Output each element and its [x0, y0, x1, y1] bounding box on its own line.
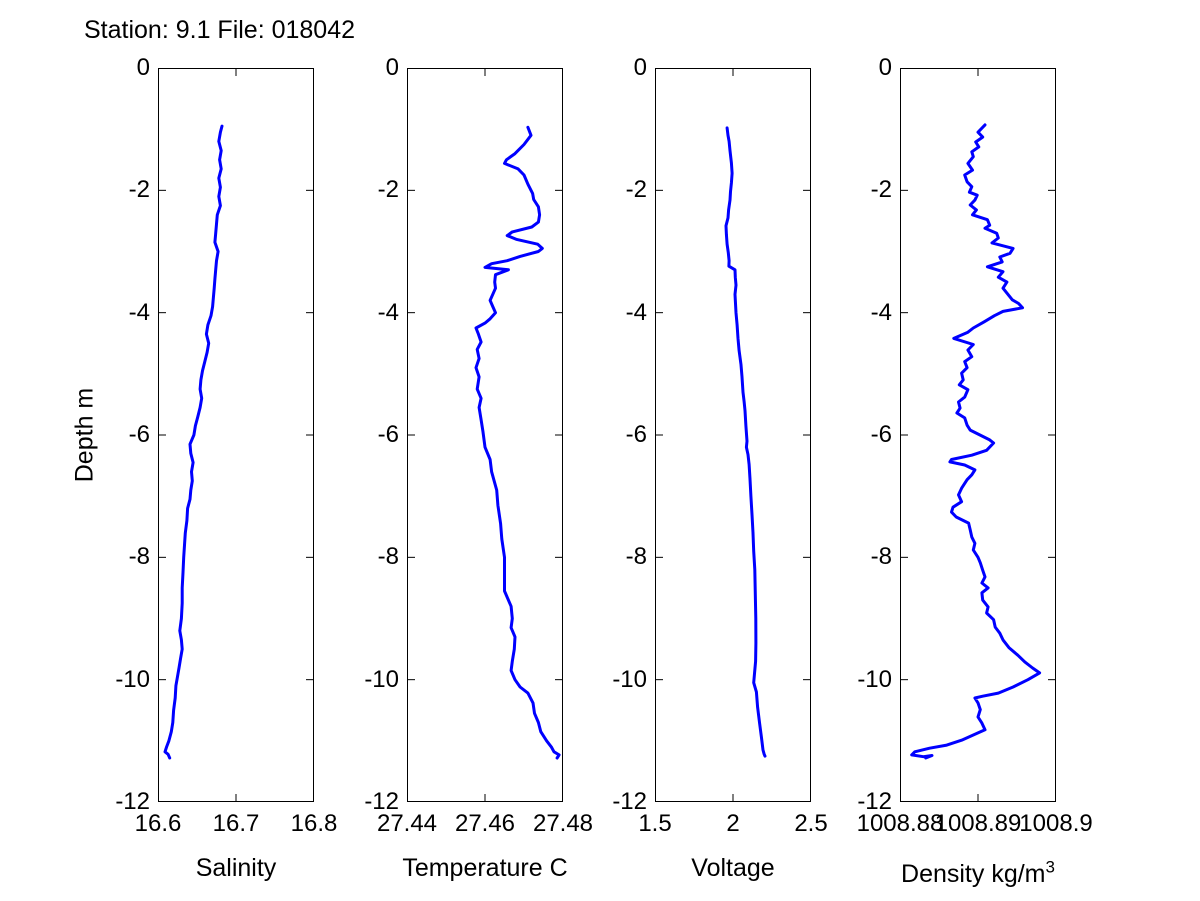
temperature-plot — [407, 68, 563, 802]
y-tick-label: -6 — [377, 421, 399, 448]
x-tick-label: 16.7 — [212, 810, 260, 837]
x-axis-label-text: Temperature C — [402, 854, 568, 882]
voltage-vs-depth-line — [724, 126, 767, 758]
x-tick-label: 1008.88 — [856, 810, 944, 837]
density-vs-depth-line — [910, 123, 1042, 760]
y-tick-label: -4 — [625, 298, 647, 326]
y-tick-label: -4 — [128, 298, 150, 326]
y-tick-label: -8 — [377, 543, 399, 571]
y-tick-label: -4 — [377, 298, 399, 326]
axes-box — [900, 68, 1056, 802]
x-tick-label: 1008.89 — [934, 810, 1022, 837]
y-tick-label: 0 — [878, 54, 892, 81]
y-tick-label: -12 — [115, 788, 150, 815]
axes-box — [158, 68, 314, 802]
x-tick-label: 16.6 — [134, 810, 182, 837]
y-tick-label: -4 — [870, 298, 892, 326]
voltage-plot — [655, 68, 811, 802]
y-tick-label: -2 — [625, 176, 647, 204]
y-tick-label: -2 — [128, 176, 150, 204]
x-axis-label-text: Density kg/m — [901, 860, 1046, 888]
y-tick-label: -12 — [857, 788, 892, 815]
x-tick-label: 1008.9 — [1019, 810, 1093, 837]
y-tick-label: -6 — [870, 421, 892, 448]
figure-title: Station: 9.1 File: 018042 — [84, 16, 356, 44]
subplot-voltage — [655, 68, 811, 802]
x-tick-label: 2 — [726, 810, 740, 837]
y-tick-label: -6 — [625, 421, 647, 448]
y-tick-label: -8 — [625, 543, 647, 571]
x-tick-label: 16.8 — [290, 810, 338, 837]
x-axis-label-superscript: 3 — [1045, 857, 1055, 877]
x-axis-label-density: Density kg/m3 — [828, 857, 1128, 889]
y-tick-label: -2 — [377, 176, 399, 204]
subplot-salinity — [158, 68, 314, 802]
subplot-temperature — [407, 68, 563, 802]
y-tick-label: 0 — [136, 54, 150, 81]
y-tick-label: -10 — [115, 665, 150, 693]
x-axis-label-salinity: Salinity — [86, 854, 386, 883]
y-tick-label: -10 — [857, 665, 892, 693]
axes-box — [407, 68, 563, 802]
x-tick-label: 1.5 — [638, 810, 672, 837]
y-tick-label: -8 — [128, 543, 150, 571]
x-axis-label-temperature: Temperature C — [335, 854, 635, 883]
y-tick-label: 0 — [633, 54, 647, 81]
y-tick-label: -12 — [364, 788, 399, 815]
x-axis-label-text: Voltage — [691, 854, 775, 882]
y-tick-label: 0 — [385, 54, 399, 81]
y-tick-label: -2 — [870, 176, 892, 204]
axes-box — [655, 68, 811, 802]
y-tick-label: -12 — [612, 788, 647, 815]
salinity-vs-depth-line — [163, 124, 224, 760]
temperature-vs-depth-line — [474, 125, 561, 760]
y-tick-label: -10 — [364, 665, 399, 693]
y-tick-label: -8 — [870, 543, 892, 571]
subplot-density — [900, 68, 1056, 802]
x-axis-label-text: Salinity — [195, 854, 277, 882]
salinity-plot — [158, 68, 314, 802]
x-tick-label: 27.46 — [454, 810, 516, 837]
x-tick-label: 2.5 — [794, 810, 828, 837]
y-tick-label: -10 — [612, 665, 647, 693]
x-tick-label: 27.48 — [532, 810, 594, 837]
x-tick-label: 27.44 — [376, 810, 438, 837]
density-plot — [900, 68, 1056, 802]
y-tick-label: -6 — [128, 421, 150, 448]
x-axis-label-voltage: Voltage — [583, 854, 883, 883]
